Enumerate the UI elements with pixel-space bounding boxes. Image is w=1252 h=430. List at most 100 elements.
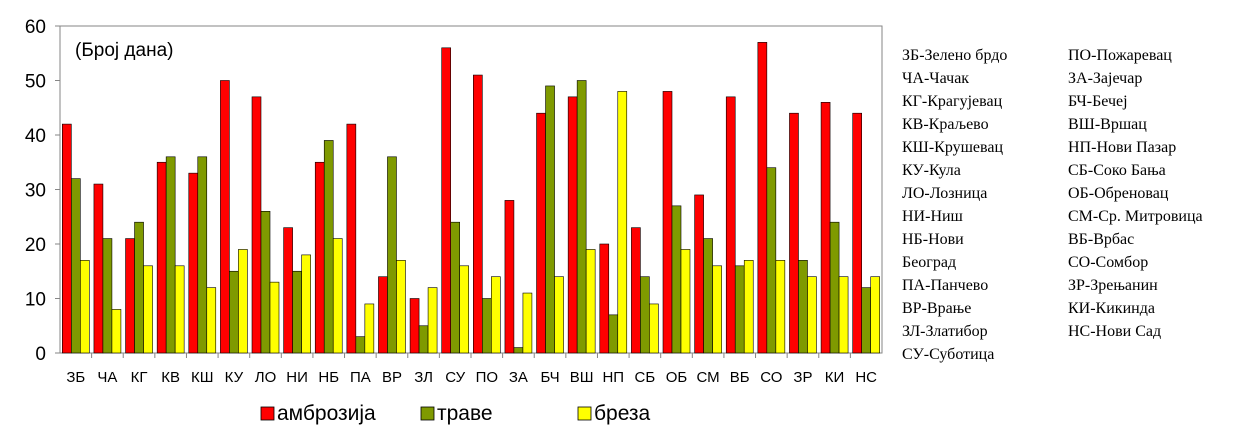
x-tick-label: КШ: [191, 369, 214, 386]
bar-амброзија: [125, 238, 135, 354]
x-tick-label: НИ: [286, 369, 308, 386]
abbreviation-list-2: ПО-Пожаревац ЗА-Зајечар БЧ-Бечеј ВШ-Вршац НП…: [1068, 44, 1203, 343]
x-tick-label: ВБ: [730, 369, 750, 386]
bar-бреза: [174, 265, 185, 354]
x-tick-label: СБ: [635, 369, 656, 386]
abbreviation-item: КИ-Кикинда: [1068, 300, 1155, 317]
bar-амброзија: [536, 112, 546, 354]
abbreviation-item: СМ-Ср. Митровица: [1068, 208, 1203, 225]
x-tick-label: СО: [760, 369, 782, 386]
bar-бреза: [396, 260, 406, 354]
abbreviation-item: ПО-Пожаревац: [1068, 47, 1172, 64]
x-tick-label: ПА: [350, 369, 371, 386]
bar-траве: [102, 238, 113, 354]
x-tick-label: ЧА: [97, 369, 117, 386]
bar-бреза: [491, 276, 501, 354]
x-tick-label: ЗА: [509, 369, 528, 386]
bar-амброзија: [441, 47, 451, 354]
bar-амброзија: [631, 227, 641, 354]
chart-annotation: (Број дана): [75, 40, 173, 61]
bar-траве: [260, 211, 271, 354]
x-tick-label: ЛО: [255, 369, 277, 386]
bar-траве: [766, 167, 777, 354]
bar-бреза: [238, 249, 248, 354]
legend-swatch: [420, 406, 435, 421]
bar-бреза: [585, 249, 596, 354]
bar-амброзија: [599, 243, 610, 354]
x-axis: ЗБ ЧА КГ КВ КШ КУ ЛО НИ НБ ПА ВР ЗЛ СУ ПО ЗА БЧ ВШ НП СБ ОБ…: [66, 353, 877, 386]
x-tick-label: КВ: [161, 369, 180, 386]
x-tick-label: ЗБ: [66, 369, 85, 386]
bar-бреза: [332, 238, 343, 354]
x-tick-label: КИ: [825, 369, 845, 386]
bar-траве: [418, 325, 429, 354]
abbreviation-item: СО-Сомбор: [1068, 254, 1149, 271]
x-tick-label: ВР: [382, 369, 402, 386]
bar-траве: [323, 140, 334, 354]
bar-траве: [545, 85, 555, 354]
legend-label: амброзија: [277, 402, 376, 425]
bar-амброзија: [757, 42, 768, 354]
abbreviation-item: КШ-Крушевац: [902, 139, 1004, 156]
x-tick-label: ЗЛ: [414, 369, 433, 386]
bar-траве: [671, 205, 682, 354]
y-tick-label: 20: [25, 235, 46, 256]
bar-амброзија: [251, 96, 262, 354]
abbreviation-item: КВ-Краљево: [902, 116, 989, 133]
bar-траве: [229, 270, 239, 354]
abbreviation-item: БЧ-Бечеј: [1068, 93, 1128, 110]
x-tick-label: КУ: [225, 369, 244, 386]
bar-амброзија: [93, 183, 104, 354]
x-tick-label: КГ: [131, 369, 148, 386]
abbreviation-item: ЗБ-Зелено брдо: [902, 47, 1008, 64]
abbreviation-item: ПА-Панчево: [902, 277, 989, 294]
x-tick-label: ОБ: [666, 369, 688, 386]
bar-траве: [71, 178, 81, 354]
y-tick-label: 0: [35, 344, 46, 365]
bar-траве: [608, 314, 619, 354]
bar-траве: [165, 156, 176, 354]
bar-амброзија: [662, 91, 673, 354]
y-tick-label: 50: [25, 72, 46, 93]
x-tick-label: БЧ: [540, 369, 559, 386]
bar-траве: [292, 270, 302, 354]
bar-бреза: [522, 292, 533, 354]
bars-group: [62, 42, 880, 354]
bar-траве: [798, 260, 808, 354]
bar-бреза: [364, 303, 375, 354]
y-tick-label: 10: [25, 290, 46, 311]
bar-амброзија: [188, 172, 199, 354]
abbreviation-item: НБ-Нови: [902, 231, 964, 248]
bar-амброзија: [852, 112, 862, 354]
abbreviation-item: ВР-Врање: [902, 300, 972, 317]
bar-chart: (Број дана) 0 10 20 30 40 50 60 ЗБ ЧА КГ КВ КШ КУ ЛО…: [25, 17, 883, 425]
bar-амброзија: [378, 276, 388, 354]
bar-бреза: [427, 287, 438, 354]
bar-траве: [576, 80, 587, 354]
bar-бреза: [680, 249, 691, 354]
abbreviation-item: ЧА-Чачак: [902, 70, 970, 87]
abbreviation-item: ЛО-Лозница: [902, 185, 988, 202]
bar-амброзија: [346, 123, 357, 354]
abbreviation-item: ОБ-Обреновац: [1068, 185, 1169, 202]
abbreviation-item: КУ-Кула: [902, 162, 961, 179]
bar-бреза: [80, 260, 90, 354]
y-tick-label: 40: [25, 126, 46, 147]
bar-траве: [734, 265, 745, 354]
bar-траве: [640, 276, 650, 354]
bar-траве: [861, 287, 871, 354]
y-tick-label: 30: [25, 181, 46, 202]
bar-амброзија: [156, 161, 167, 354]
bar-амброзија: [220, 80, 230, 354]
x-tick-label: ВШ: [570, 369, 594, 386]
bar-бреза: [111, 309, 122, 354]
bar-бреза: [301, 254, 311, 354]
legend-swatch: [577, 406, 592, 421]
abbreviation-item: НП-Нови Пазар: [1068, 139, 1177, 156]
x-tick-label: НП: [602, 369, 624, 386]
abbreviation-item: КГ-Крагујевац: [902, 93, 1003, 110]
abbreviation-item: ВШ-Вршац: [1068, 116, 1147, 133]
y-tick-label: 60: [25, 17, 46, 38]
abbreviation-item: ВБ-Врбас: [1068, 231, 1135, 248]
bar-бреза: [743, 260, 754, 354]
